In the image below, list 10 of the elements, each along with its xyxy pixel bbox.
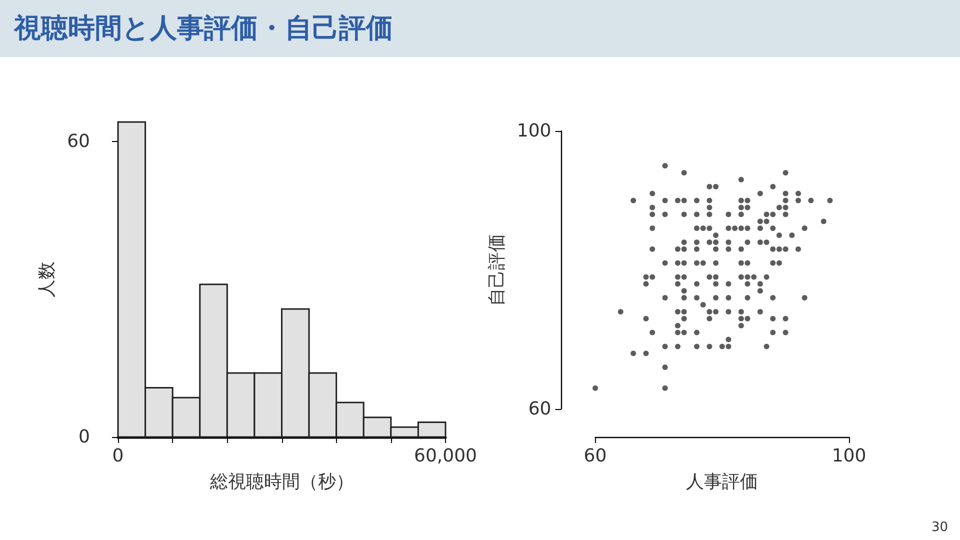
x-tick-label: 0 bbox=[112, 446, 124, 466]
y-axis-title: 人数 bbox=[36, 262, 58, 298]
text: 30 bbox=[931, 520, 948, 535]
x-axis-title: 人事評価 bbox=[686, 472, 758, 492]
x-tick-label: 60,000 bbox=[414, 446, 477, 466]
chart-title: 視聴時間と人事評価・自己評価 bbox=[14, 12, 393, 46]
x-tick-label: 60 bbox=[584, 446, 607, 466]
x-axis-title: 総視聴時間（秒） bbox=[208, 472, 354, 492]
x-tick-label: 100 bbox=[832, 446, 866, 466]
y-axis-title: 自己評価 bbox=[486, 234, 508, 306]
